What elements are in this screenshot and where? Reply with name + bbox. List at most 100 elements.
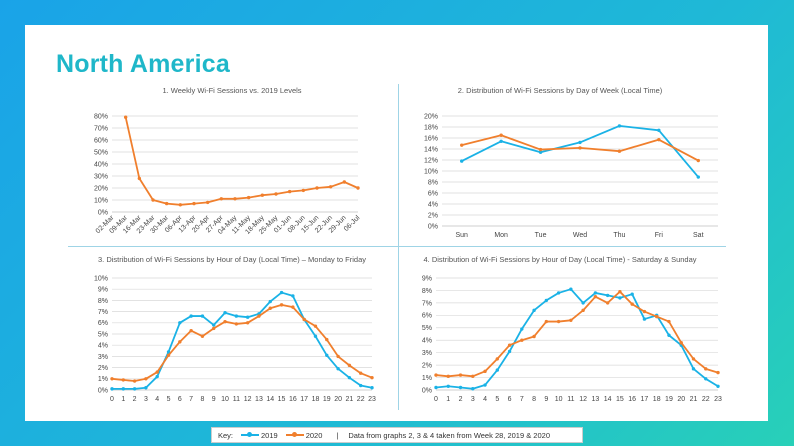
data-point	[347, 363, 352, 368]
data-point	[499, 133, 503, 137]
data-point	[593, 294, 598, 299]
data-point	[593, 291, 598, 295]
vertical-divider	[398, 84, 399, 410]
data-point	[110, 387, 114, 391]
x-tick-label: 21	[690, 396, 698, 403]
y-tick-label: 7%	[98, 309, 108, 316]
chart-3-title: 3. Distribution of Wi-Fi Sessions by Hou…	[98, 255, 366, 264]
data-point	[446, 374, 450, 379]
data-point	[356, 186, 360, 190]
y-tick-label: 3%	[98, 354, 108, 361]
data-point	[716, 370, 720, 375]
data-point	[495, 368, 500, 372]
x-tick-label: 22	[702, 396, 710, 403]
y-tick-label: 10%	[424, 168, 438, 175]
x-tick-label: Sun	[455, 232, 468, 239]
series-line-2020	[111, 303, 373, 382]
y-tick-label: 18%	[424, 124, 438, 131]
data-point	[155, 370, 159, 374]
data-point	[458, 373, 463, 377]
y-tick-label: 70%	[94, 125, 108, 132]
data-point	[538, 150, 543, 154]
x-tick-label: 14	[266, 396, 274, 403]
data-point	[460, 143, 464, 147]
y-tick-label: 14%	[424, 146, 438, 153]
page-title: North America	[56, 50, 230, 78]
x-tick-label: 14	[604, 396, 612, 403]
y-tick-label: 0%	[428, 223, 438, 230]
x-tick-label: 1	[121, 396, 125, 403]
data-point	[121, 387, 126, 391]
y-tick-label: 0%	[422, 387, 432, 394]
y-tick-label: 20%	[94, 185, 108, 192]
y-tick-label: 1%	[422, 375, 432, 382]
x-tick-label: 4	[155, 396, 159, 403]
x-tick-label: 5	[495, 396, 499, 403]
data-point	[132, 379, 137, 383]
y-tick-label: 2%	[428, 212, 438, 219]
data-point	[325, 337, 329, 342]
x-tick-label: 1	[446, 396, 450, 403]
data-point	[716, 384, 720, 388]
data-point	[315, 186, 319, 190]
x-tick-label: 7	[520, 396, 524, 403]
x-tick-label: 6	[508, 396, 512, 403]
data-point	[483, 383, 487, 387]
x-tick-label: Tue	[535, 232, 547, 239]
data-point	[520, 327, 524, 331]
legend-swatch-2019	[241, 432, 260, 437]
data-point	[245, 315, 250, 319]
y-tick-label: 0%	[98, 387, 108, 394]
data-point	[347, 375, 352, 380]
x-tick-label: 7	[189, 396, 193, 403]
x-tick-label: 9	[544, 396, 548, 403]
series-line-2019	[435, 288, 719, 390]
data-point	[581, 301, 585, 305]
x-tick-label: 19	[665, 396, 673, 403]
chart-4-title: 4. Distribution of Wi-Fi Sessions by Hou…	[423, 255, 696, 264]
x-tick-label: 8	[200, 396, 204, 403]
x-tick-label: 0	[434, 396, 438, 403]
data-point	[358, 383, 363, 388]
data-point	[460, 159, 464, 163]
data-point	[667, 319, 671, 324]
x-tick-label: 8	[532, 396, 536, 403]
data-point	[223, 311, 227, 315]
data-point	[642, 309, 647, 314]
data-point	[654, 314, 659, 319]
data-point	[358, 371, 363, 375]
chart-3: 3. Distribution of Wi-Fi Sessions by Hou…	[94, 255, 376, 403]
y-tick-label: 60%	[94, 137, 108, 144]
y-tick-label: 30%	[94, 173, 108, 180]
data-point	[137, 176, 142, 181]
data-point	[569, 287, 573, 291]
data-point	[291, 294, 295, 298]
data-point	[446, 384, 450, 388]
x-tick-label: 6	[178, 396, 182, 403]
y-tick-label: 6%	[428, 190, 438, 197]
data-point	[336, 367, 340, 371]
slide-card	[25, 25, 768, 421]
data-point	[192, 201, 196, 206]
data-point	[370, 375, 374, 380]
x-tick-label: 10	[221, 396, 229, 403]
x-tick-label: 11	[233, 396, 240, 403]
data-point	[696, 175, 700, 179]
data-point	[483, 369, 487, 374]
data-point	[178, 340, 182, 344]
data-point	[246, 195, 251, 200]
data-point	[268, 306, 272, 310]
data-point	[123, 115, 128, 119]
x-tick-label: 13	[255, 396, 263, 403]
x-tick-label: 0	[110, 396, 114, 403]
data-point	[471, 374, 475, 379]
y-tick-label: 80%	[94, 113, 108, 120]
data-point	[245, 321, 250, 325]
data-point	[605, 293, 610, 298]
y-tick-label: 1%	[98, 376, 108, 383]
data-point	[556, 319, 561, 324]
data-point	[279, 290, 284, 295]
x-tick-label: Wed	[573, 232, 587, 239]
data-point	[189, 314, 193, 318]
data-point	[578, 140, 582, 145]
